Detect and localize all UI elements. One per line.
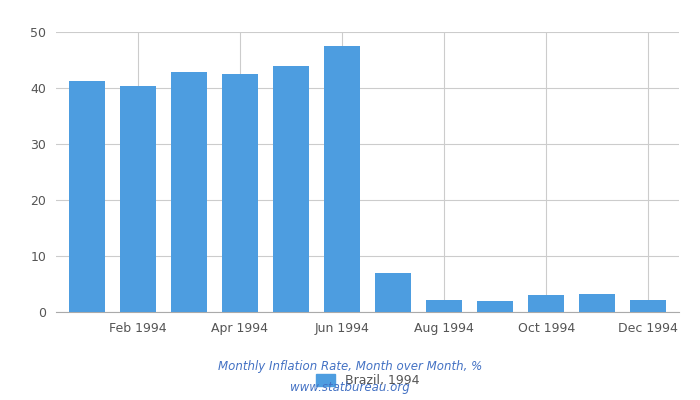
Bar	[120, 86, 155, 312]
Bar	[273, 66, 309, 312]
Bar	[528, 295, 564, 312]
Text: Monthly Inflation Rate, Month over Month, %: Monthly Inflation Rate, Month over Month…	[218, 360, 482, 373]
Bar	[171, 72, 206, 312]
Bar	[477, 301, 513, 312]
Bar	[375, 273, 411, 312]
Bar	[580, 294, 615, 312]
Bar	[631, 300, 666, 312]
Text: www.statbureau.org: www.statbureau.org	[290, 381, 410, 394]
Bar	[69, 81, 104, 312]
Bar	[324, 46, 360, 312]
Bar	[426, 300, 462, 312]
Legend: Brazil, 1994: Brazil, 1994	[311, 369, 424, 392]
Bar	[222, 74, 258, 312]
